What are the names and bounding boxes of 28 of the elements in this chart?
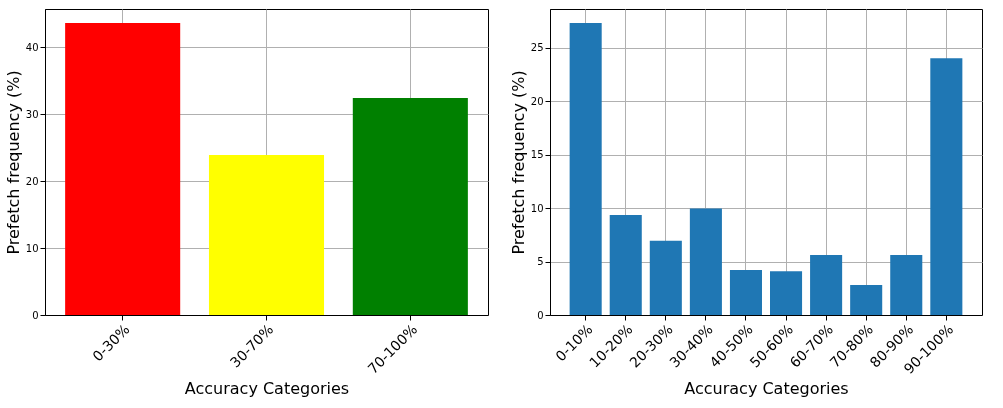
bar <box>770 271 803 315</box>
y-tick-label: 15 <box>530 149 544 161</box>
bar <box>569 22 602 315</box>
y-tick-label: 25 <box>530 42 544 54</box>
bar <box>930 58 963 315</box>
bar <box>649 240 682 315</box>
bar <box>850 285 883 315</box>
y-tick-label: 20 <box>25 175 39 187</box>
bar <box>609 214 642 315</box>
y-tick-label: 30 <box>25 108 39 120</box>
bar <box>352 98 468 315</box>
y-tick-label: 5 <box>537 256 544 267</box>
bar <box>65 23 181 315</box>
bar <box>810 255 843 315</box>
x-axis-title: Accuracy Categories <box>684 378 849 398</box>
y-axis-title: Prefetch frequency (%) <box>508 70 528 255</box>
bar <box>890 255 923 315</box>
x-axis-title: Accuracy Categories <box>184 378 350 398</box>
y-tick-label: 0 <box>32 309 39 321</box>
y-tick-label: 10 <box>530 202 544 214</box>
y-tick-label: 0 <box>537 309 544 321</box>
y-tick-label: 10 <box>25 242 39 254</box>
bar <box>729 270 762 315</box>
bar <box>689 208 722 315</box>
y-tick-label: 40 <box>25 41 39 53</box>
y-axis-title: Prefetch frequency (%) <box>3 70 23 255</box>
y-tick-label: 20 <box>530 95 544 107</box>
bar <box>208 154 325 315</box>
